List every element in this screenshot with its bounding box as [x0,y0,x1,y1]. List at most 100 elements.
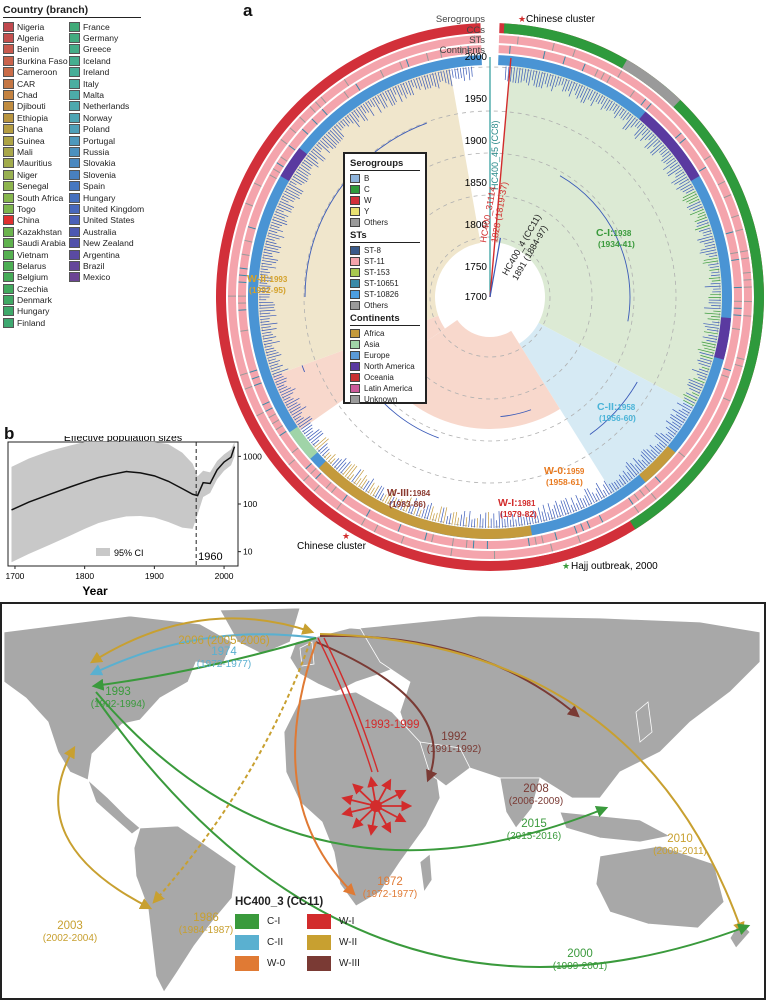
leaf-branch [580,87,588,103]
leaf-branch [374,485,383,498]
country-legend-item: Saudi Arabia [3,237,69,249]
country-legend-item: Guinea [3,135,69,146]
leaf-branch [355,478,362,486]
leaf-branch [415,504,421,517]
leaf-branch [630,119,638,128]
leaf-branch [708,334,718,338]
leaf-branch [504,518,506,528]
country-label: Cameroon [17,67,58,78]
leaf-branch [261,260,277,264]
country-label: Ethiopia [17,112,49,123]
tree-legend-item: Others [350,217,420,228]
leaf-branch [614,107,623,119]
tree-legend-swatch [350,340,360,349]
leaf-branch [333,126,345,138]
leaf-branch [665,420,680,431]
leaf-branch [661,153,672,162]
country-label: Benin [17,44,39,55]
leaf-branch [298,418,313,428]
transmission-arrow [319,633,745,935]
clade-range: (1979-82) [500,509,537,519]
leaf-branch [648,134,655,141]
country-label: Belarus [17,260,47,271]
leaf-branch [533,510,537,524]
leaf-branch [618,474,627,485]
leaf-branch [310,432,324,444]
country-legend-item: Cameroon [3,67,69,78]
leaf-branch [646,449,656,459]
st-stripe [654,476,661,483]
leaf-branch [321,448,330,456]
leaf-branch [708,277,721,279]
leaf-branch [432,73,437,87]
leaf-branch [658,146,666,153]
leaf-branch [703,331,719,335]
leaf-branch [443,507,448,524]
leaf-branch [272,219,288,226]
country-label: Ghana [17,124,43,135]
leaf-branch [540,72,546,89]
cc-stripe [742,271,751,274]
leaf-branch [273,216,287,223]
leaf-branch [688,378,704,386]
leaf-branch [528,69,532,86]
tree-legend-label: Others [364,301,389,310]
leaf-branch [358,474,367,488]
country-legend-item: Ireland [69,67,163,78]
leaf-branch [323,452,330,459]
migration-map: 2006 (2005-2006)1974(1972-1977)1993(1992… [0,602,766,1000]
st-stripe [581,63,586,72]
leaf-branch [265,243,282,248]
leaf-branch [552,508,556,519]
leaf-branch [262,257,279,261]
leaf-branch [291,406,307,416]
country-label: Australia [83,226,117,237]
st-stripe [721,374,729,378]
tree-legend-item: ST-8 [350,245,420,256]
tree-legend-swatch [350,301,360,310]
leaf-branch [283,193,296,200]
leaf-branch [316,438,329,450]
country-label: South Africa [17,192,64,203]
leaf-branch [387,89,396,106]
leaf-branch [666,157,675,165]
bsp-ci-swatch [96,548,110,556]
tree-legend-swatch [350,384,360,393]
leaf-branch [672,421,681,428]
leaf-branch [340,120,346,127]
leaf-branch [440,71,444,82]
leaf-branch [259,307,275,309]
leaf-branch [537,507,542,523]
serogroup-segment [535,525,627,567]
leaf-branch [698,227,711,232]
leaf-branch [701,341,717,346]
tree-legend-swatch [350,373,360,382]
leaf-branch [413,78,418,89]
leaf-branch [663,159,677,171]
leaf-branch [405,81,412,96]
cc-stripe [723,194,732,199]
leaf-branch [448,513,452,525]
country-label: Netherlands [83,101,130,112]
leaf-branch [397,85,403,96]
leaf-branch [579,86,586,98]
leaf-branch [291,178,302,186]
leaf-branch [595,493,600,501]
leaf-branch [641,459,648,467]
leaf-branch [712,321,720,324]
wi-trunk-arrow [323,637,379,773]
leaf-branch [653,140,661,147]
year-tick-label: 1900 [465,136,488,147]
leaf-branch [305,430,314,437]
continent-segment [318,461,533,539]
leaf-branch [292,411,303,418]
map-legend-grid: C-I W-I C-II W-II W-0 W-III [235,914,405,971]
tree-legend-item: ST-11 [350,256,420,267]
year-tick-label: 1950 [465,94,488,105]
leaf-branch [384,91,393,106]
leaf-branch [426,502,433,520]
st-stripe [541,535,544,544]
flow-year-label: 1974 [211,646,237,658]
clade-label: W-II:1993 [247,273,288,285]
leaf-branch [547,503,553,520]
